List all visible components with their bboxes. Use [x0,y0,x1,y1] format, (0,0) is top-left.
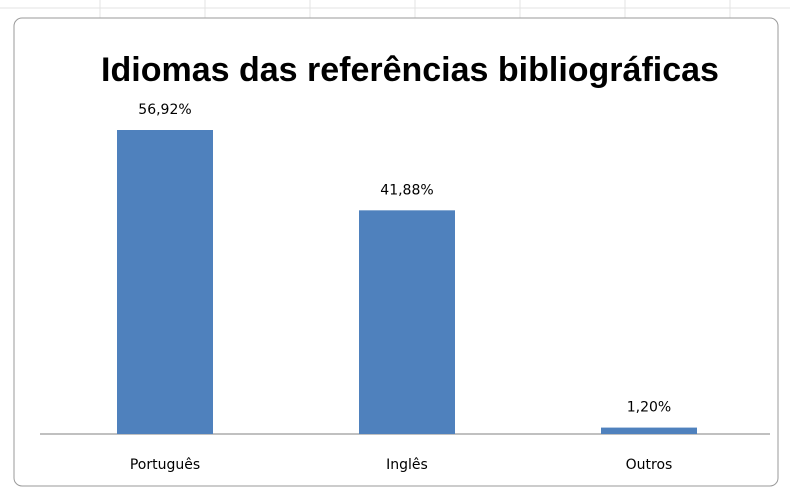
data-label: 56,92% [138,102,191,118]
data-label: 41,88% [380,182,433,198]
bar [117,130,213,434]
x-tick-label: Português [130,457,200,473]
bar [359,210,455,434]
bar [601,427,697,434]
x-tick-label: Inglês [386,457,428,473]
chart-title: Idiomas das referências bibliográficas [101,51,719,89]
data-label: 1,20% [627,400,671,416]
sheet-background [0,0,790,18]
x-tick-label: Outros [626,457,673,473]
